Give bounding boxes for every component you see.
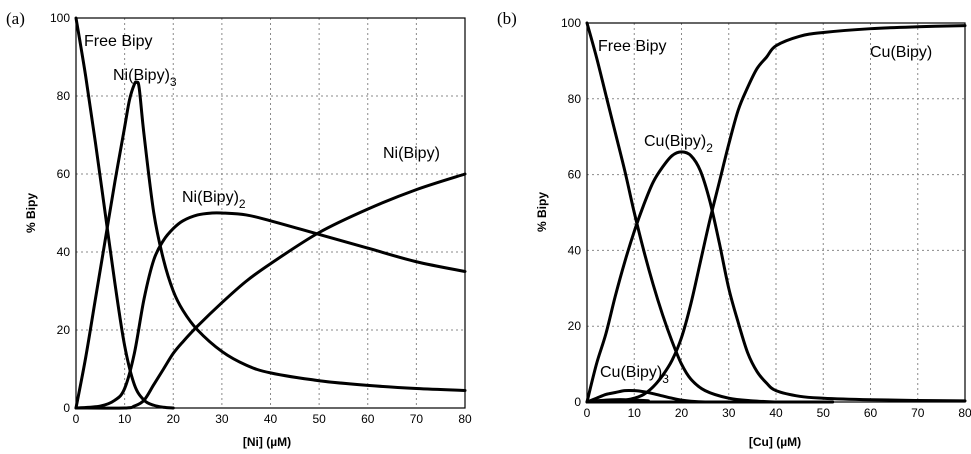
panel-a-series-ni-bipy <box>74 172 467 410</box>
panel-a-y-tick-label: 60 <box>57 167 71 181</box>
panel-a-y-tick-label: 40 <box>57 245 71 259</box>
panel-a-x-tick-label: 40 <box>264 412 278 426</box>
panel-b-label-cu-bipy: Cu(Bipy) <box>870 44 932 61</box>
panel-a-label-ni-bipy2: Ni(Bipy)2 <box>182 189 246 211</box>
panel-b-y-tick-label: 40 <box>568 243 582 257</box>
panel-b-x-tick-label: 60 <box>864 406 878 420</box>
panel-b: (b) 0 10 20 30 40 50 60 70 80 0 20 40 60 80 100 [Cu] (… <box>497 9 971 449</box>
panel-a-y-tick-label: 0 <box>63 401 70 415</box>
panel-b-label-cu-bipy2: Cu(Bipy)2 <box>644 133 713 155</box>
panel-b-x-tick-label: 80 <box>958 406 971 420</box>
panel-b-y-tick-label: 100 <box>561 16 581 30</box>
panel-a-series-free-bipy <box>74 16 175 410</box>
panel-a-y-tick-label: 80 <box>57 89 71 103</box>
panel-a-ylabel: % Bipy <box>24 193 38 233</box>
panel-b-series-cu-tail <box>594 398 650 403</box>
panel-a-label-ni-bipy: Ni(Bipy) <box>383 145 440 162</box>
panel-b-series-cu-bipy <box>585 24 967 404</box>
panel-b-y-tick-label: 60 <box>568 168 582 182</box>
panel-b-xlabel: [Cu] (µM) <box>749 435 801 449</box>
panel-a-x-tick-label: 60 <box>361 412 375 426</box>
panel-a-series-ni-bipy-3 <box>74 80 467 410</box>
panel-a-x-tick-label: 70 <box>410 412 424 426</box>
panel-a-x-tick-label: 20 <box>167 412 181 426</box>
panel-b-x-tick-label: 0 <box>584 406 591 420</box>
panel-a-x-tick-label: 30 <box>215 412 229 426</box>
panel-a-ticks: 0 10 20 30 40 50 60 70 80 0 20 40 60 80 100 <box>50 11 472 426</box>
panel-a-y-tick-label: 20 <box>57 323 71 337</box>
panel-b-ylabel: % Bipy <box>535 192 549 232</box>
panel-b-x-tick-label: 40 <box>769 406 783 420</box>
panel-b-y-tick-label: 80 <box>568 92 582 106</box>
panel-b-letter: (b) <box>497 9 517 28</box>
panel-b-x-tick-label: 50 <box>817 406 831 420</box>
panel-a-label-ni-bipy3: Ni(Bipy)3 <box>113 67 177 89</box>
panel-a-x-tick-label: 50 <box>312 412 326 426</box>
panel-a-xlabel: [Ni] (µM) <box>243 435 291 449</box>
panel-a-x-tick-label: 80 <box>458 412 472 426</box>
panel-b-grid <box>587 23 965 402</box>
panel-a-x-tick-label: 0 <box>73 412 80 426</box>
panel-b-ticks: 0 10 20 30 40 50 60 70 80 0 20 40 60 80 100 <box>561 16 971 420</box>
panel-a-letter: (a) <box>6 9 25 28</box>
panel-b-x-tick-label: 20 <box>675 406 689 420</box>
panel-a-label-free-bipy: Free Bipy <box>84 33 152 50</box>
panel-b-x-tick-label: 10 <box>628 406 642 420</box>
panel-a-y-tick-label: 100 <box>50 11 70 25</box>
panel-a-x-tick-label: 10 <box>118 412 132 426</box>
panel-a-curves <box>74 16 467 410</box>
panel-b-y-tick-label: 20 <box>568 319 582 333</box>
panel-a-frame <box>75 17 466 409</box>
panel-b-label-cu-bipy3: Cu(Bipy)3 <box>600 364 669 386</box>
panel-b-x-tick-label: 30 <box>722 406 736 420</box>
panel-b-series-free-bipy <box>585 21 778 404</box>
panel-b-x-tick-label: 70 <box>911 406 925 420</box>
panel-a: (a) 0 10 20 30 40 50 60 70 80 0 20 40 60 80 100 [Ni] (… <box>6 9 472 449</box>
panel-b-curves <box>585 21 967 404</box>
panel-a-series-ni-bipy-2 <box>74 211 467 410</box>
panel-b-label-free-bipy: Free Bipy <box>598 38 666 55</box>
panel-b-y-tick-label: 0 <box>574 395 581 409</box>
panel-b-series-cu-bipy-2 <box>585 150 967 404</box>
